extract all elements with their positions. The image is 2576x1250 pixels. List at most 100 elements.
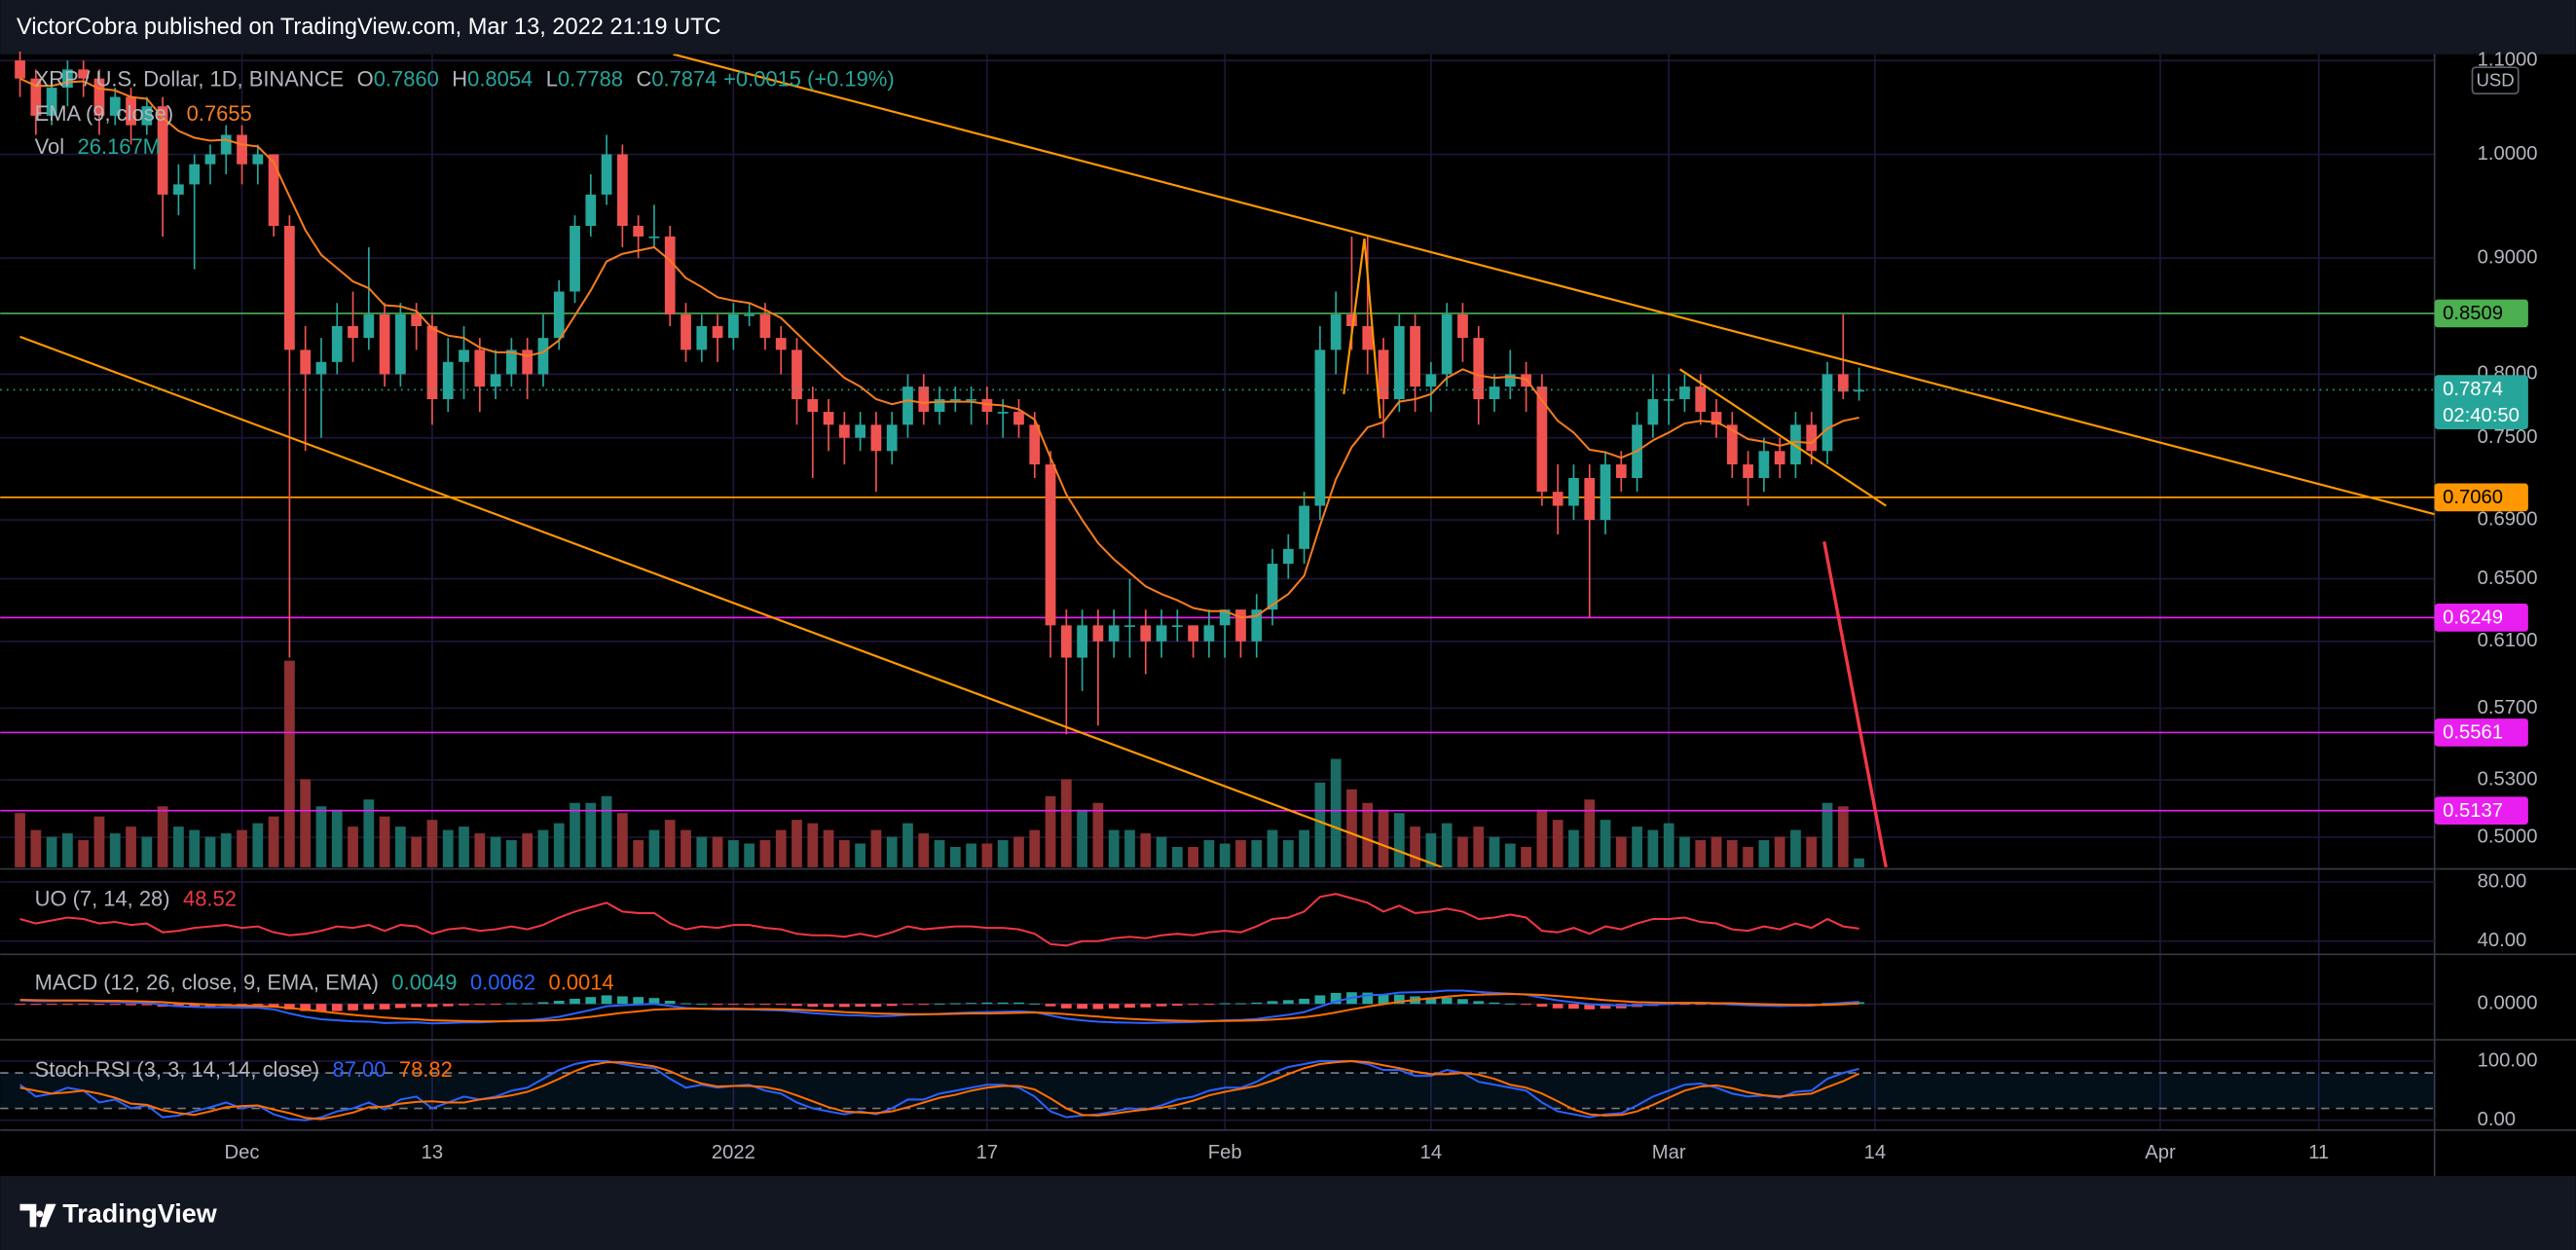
macd-histogram-bar <box>1140 1004 1152 1008</box>
currency-label: USD <box>2477 69 2515 90</box>
legend: EMA (9, close) 0.7655 <box>35 101 252 126</box>
level-label: 0.6249 <box>2443 607 2503 629</box>
volume-bar <box>1393 813 1405 867</box>
volume-bar <box>1758 840 1770 867</box>
volume-bar <box>1473 827 1485 867</box>
candle-body <box>1013 412 1024 425</box>
candle-body <box>585 194 597 227</box>
volume-bar <box>459 827 469 867</box>
volume-bar <box>870 829 882 867</box>
macd-histogram-bar <box>981 1002 993 1005</box>
countdown-label: 02:40:50 <box>2443 405 2520 426</box>
x-tick-label: Dec <box>225 1142 260 1163</box>
macd-histogram-bar <box>1330 992 1342 1005</box>
volume-bar <box>1600 820 1611 867</box>
macd-histogram-bar <box>15 1004 25 1006</box>
level-label: 0.5137 <box>2443 800 2503 822</box>
candle-body <box>616 154 628 227</box>
volume-bar <box>1521 846 1531 867</box>
macd-histogram-bar <box>331 1004 343 1011</box>
x-tick-label: Feb <box>1208 1142 1242 1163</box>
candle-body <box>1600 464 1611 521</box>
volume-bar <box>1156 836 1167 867</box>
candle-body <box>331 326 343 362</box>
candle-body <box>1203 625 1215 642</box>
macd-histogram-bar <box>1219 1003 1231 1005</box>
candle-body <box>411 314 423 327</box>
candle-body <box>252 154 264 165</box>
level-tag <box>2434 483 2528 512</box>
y-tick-label: 1.0000 <box>2478 143 2538 165</box>
macd-histogram-bar <box>505 1003 517 1005</box>
legend: Vol 26.167M <box>35 134 161 159</box>
volume-bar <box>981 843 993 867</box>
macd-histogram-bar <box>1045 1004 1056 1007</box>
candle-body <box>1060 625 1072 658</box>
level-tag <box>2434 299 2528 328</box>
candle-body <box>126 96 136 126</box>
macd-histogram-bar <box>601 995 612 1005</box>
candle-body <box>1378 349 1389 400</box>
macd-histogram-bar <box>1282 1000 1294 1005</box>
candle-body <box>1251 609 1263 642</box>
candle-body <box>395 314 406 375</box>
volume-bar <box>616 813 628 867</box>
y-tick-label: 0.5000 <box>2478 826 2538 847</box>
volume-bar <box>300 779 312 867</box>
volume-bar <box>189 829 201 867</box>
x-tick-label: 14 <box>1420 1142 1443 1163</box>
volume-bar <box>744 843 755 867</box>
uo-line <box>19 893 1859 947</box>
candle-body <box>1330 314 1342 350</box>
macd-histogram-bar <box>490 1004 501 1006</box>
candle-body <box>173 184 184 195</box>
candle-body <box>981 399 993 413</box>
macd-histogram-bar <box>1552 1004 1564 1009</box>
volume-bar <box>838 840 850 867</box>
legend-item: L <box>546 66 558 91</box>
macd-histogram-bar <box>109 1004 121 1006</box>
legend-item: 0.0049 <box>391 970 457 994</box>
candle-body <box>966 399 977 401</box>
candle-body <box>1029 424 1041 465</box>
macd-histogram-bar <box>823 1004 834 1008</box>
candle-body <box>949 399 961 401</box>
candle-body <box>189 164 201 185</box>
volume-bar <box>15 813 25 867</box>
volume-bar <box>1457 836 1468 867</box>
macd-histogram-bar <box>1378 994 1389 1005</box>
volume-bar <box>505 840 517 867</box>
macd-histogram-bar <box>1124 1004 1135 1009</box>
macd-histogram-bar <box>1521 1004 1531 1006</box>
candle-body <box>1282 548 1294 565</box>
macd-histogram-bar <box>1188 1004 1198 1006</box>
brand-name: TradingView <box>62 1199 217 1229</box>
uo-tick-label: 40.00 <box>2478 930 2527 951</box>
candle-body <box>664 236 676 315</box>
legend-item: 0.0014 <box>549 970 614 994</box>
candle-body <box>791 349 802 400</box>
volume-bar <box>1584 799 1596 867</box>
volume-bar <box>1711 836 1722 867</box>
volume-bar <box>522 833 534 867</box>
candle-body <box>870 424 882 452</box>
candle-body <box>1679 386 1690 400</box>
macd-histogram-bar <box>1695 1004 1707 1006</box>
macd-histogram-bar <box>886 1004 898 1007</box>
volume-bar <box>949 846 961 867</box>
macd-histogram-bar <box>268 1004 279 1008</box>
macd-histogram-bar <box>1457 999 1468 1005</box>
volume-bar <box>823 829 834 867</box>
volume-bar <box>1822 802 1833 867</box>
macd-histogram-bar <box>522 1003 534 1005</box>
candle-body <box>807 399 819 413</box>
x-tick-label: 11 <box>2308 1142 2329 1163</box>
macd-histogram-bar <box>1299 998 1309 1005</box>
candle-body <box>474 349 486 387</box>
macd-histogram-bar <box>1854 1002 1864 1005</box>
volume-bar <box>966 843 977 867</box>
price-label: 0.7874 <box>2443 379 2503 400</box>
volume-bar <box>1203 840 1215 867</box>
candle-body <box>744 314 755 316</box>
volume-bar <box>1092 802 1104 867</box>
